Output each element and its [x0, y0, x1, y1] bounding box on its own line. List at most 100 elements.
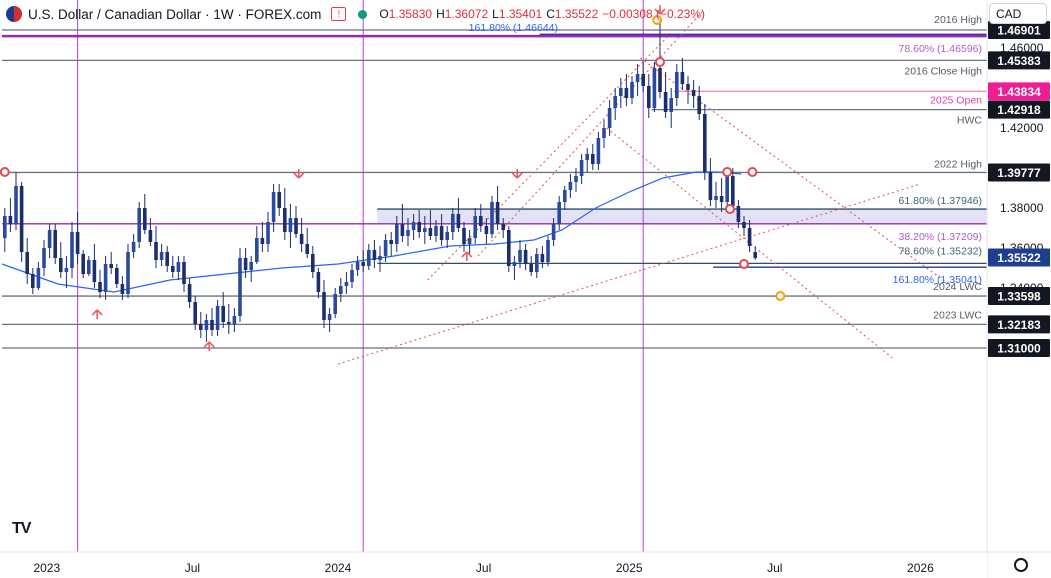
candle[interactable]: [327, 308, 332, 332]
candle[interactable]: [546, 236, 550, 266]
candle[interactable]: [635, 64, 640, 96]
candle[interactable]: [14, 172, 18, 230]
candle[interactable]: [736, 200, 741, 228]
candle[interactable]: [204, 314, 209, 342]
candle[interactable]: [439, 214, 444, 246]
candle[interactable]: [417, 210, 421, 238]
candle[interactable]: [753, 246, 757, 260]
candle[interactable]: [691, 80, 696, 108]
candle[interactable]: [299, 218, 304, 252]
candle[interactable]: [451, 208, 455, 240]
candle[interactable]: [647, 74, 651, 118]
candle[interactable]: [70, 222, 74, 278]
candle[interactable]: [87, 256, 91, 276]
candle[interactable]: [171, 256, 175, 278]
candle[interactable]: [260, 222, 265, 252]
candle[interactable]: [75, 212, 80, 264]
candle[interactable]: [311, 246, 315, 278]
candle[interactable]: [266, 212, 270, 252]
candle[interactable]: [288, 204, 293, 248]
candle[interactable]: [227, 304, 231, 334]
candle[interactable]: [652, 62, 657, 112]
candle[interactable]: [395, 216, 399, 252]
candle[interactable]: [238, 248, 242, 322]
candle[interactable]: [221, 292, 225, 328]
candle[interactable]: [473, 208, 477, 244]
candle[interactable]: [619, 78, 623, 108]
candle[interactable]: [103, 256, 108, 300]
candle[interactable]: [210, 308, 214, 336]
candle[interactable]: [350, 264, 354, 288]
candle[interactable]: [579, 154, 584, 184]
candle[interactable]: [182, 256, 186, 292]
candle[interactable]: [305, 228, 309, 258]
candle[interactable]: [507, 226, 511, 272]
candle[interactable]: [708, 158, 713, 206]
candle[interactable]: [271, 184, 276, 232]
candle[interactable]: [697, 86, 701, 120]
tradingview-logo[interactable]: TV: [12, 520, 31, 537]
candle[interactable]: [467, 230, 472, 254]
candle[interactable]: [630, 76, 634, 104]
candle[interactable]: [663, 72, 668, 118]
candle[interactable]: [283, 188, 287, 240]
candle[interactable]: [523, 244, 528, 270]
candle[interactable]: [333, 288, 337, 318]
candle[interactable]: [193, 296, 197, 330]
time-axis[interactable]: [0, 552, 987, 578]
candle[interactable]: [98, 270, 102, 298]
candle[interactable]: [372, 240, 377, 268]
candle[interactable]: [703, 104, 707, 180]
candle[interactable]: [47, 224, 52, 258]
candle[interactable]: [495, 186, 500, 230]
candle[interactable]: [484, 218, 489, 244]
candle[interactable]: [42, 240, 46, 276]
candle[interactable]: [3, 208, 7, 252]
candle[interactable]: [64, 256, 69, 288]
candle[interactable]: [434, 220, 438, 242]
candle[interactable]: [92, 244, 97, 288]
candle[interactable]: [322, 280, 326, 328]
candle[interactable]: [115, 264, 119, 288]
candle[interactable]: [591, 144, 595, 170]
candle[interactable]: [518, 240, 522, 268]
candle[interactable]: [294, 206, 298, 238]
candle[interactable]: [277, 184, 281, 216]
candle[interactable]: [109, 252, 113, 274]
alert-icon[interactable]: !: [331, 7, 347, 21]
candle[interactable]: [159, 244, 164, 266]
candle[interactable]: [596, 132, 601, 170]
candle[interactable]: [406, 218, 410, 246]
candle[interactable]: [344, 272, 349, 294]
candle[interactable]: [53, 224, 57, 264]
candle[interactable]: [199, 312, 203, 338]
candle[interactable]: [557, 196, 561, 230]
candle[interactable]: [126, 244, 130, 298]
candle[interactable]: [714, 182, 718, 208]
candle[interactable]: [686, 76, 690, 104]
candle[interactable]: [680, 58, 685, 90]
candle[interactable]: [137, 202, 141, 248]
candle[interactable]: [361, 250, 365, 272]
candle[interactable]: [383, 234, 388, 262]
candle[interactable]: [389, 232, 393, 256]
candle[interactable]: [378, 246, 382, 272]
candle[interactable]: [624, 74, 629, 106]
candle[interactable]: [742, 216, 746, 236]
candle[interactable]: [154, 226, 158, 268]
candle[interactable]: [81, 250, 85, 278]
candle[interactable]: [747, 220, 752, 252]
candle[interactable]: [731, 168, 735, 212]
candle[interactable]: [8, 198, 13, 232]
candle[interactable]: [232, 308, 237, 332]
candle[interactable]: [25, 238, 29, 284]
candle[interactable]: [551, 218, 556, 246]
candle[interactable]: [445, 226, 449, 248]
candle[interactable]: [669, 88, 673, 128]
gear-icon[interactable]: [1014, 558, 1028, 572]
candle[interactable]: [501, 218, 505, 238]
candle[interactable]: [456, 198, 461, 232]
currency-select[interactable]: CAD: [989, 3, 1047, 24]
candle[interactable]: [120, 276, 125, 300]
